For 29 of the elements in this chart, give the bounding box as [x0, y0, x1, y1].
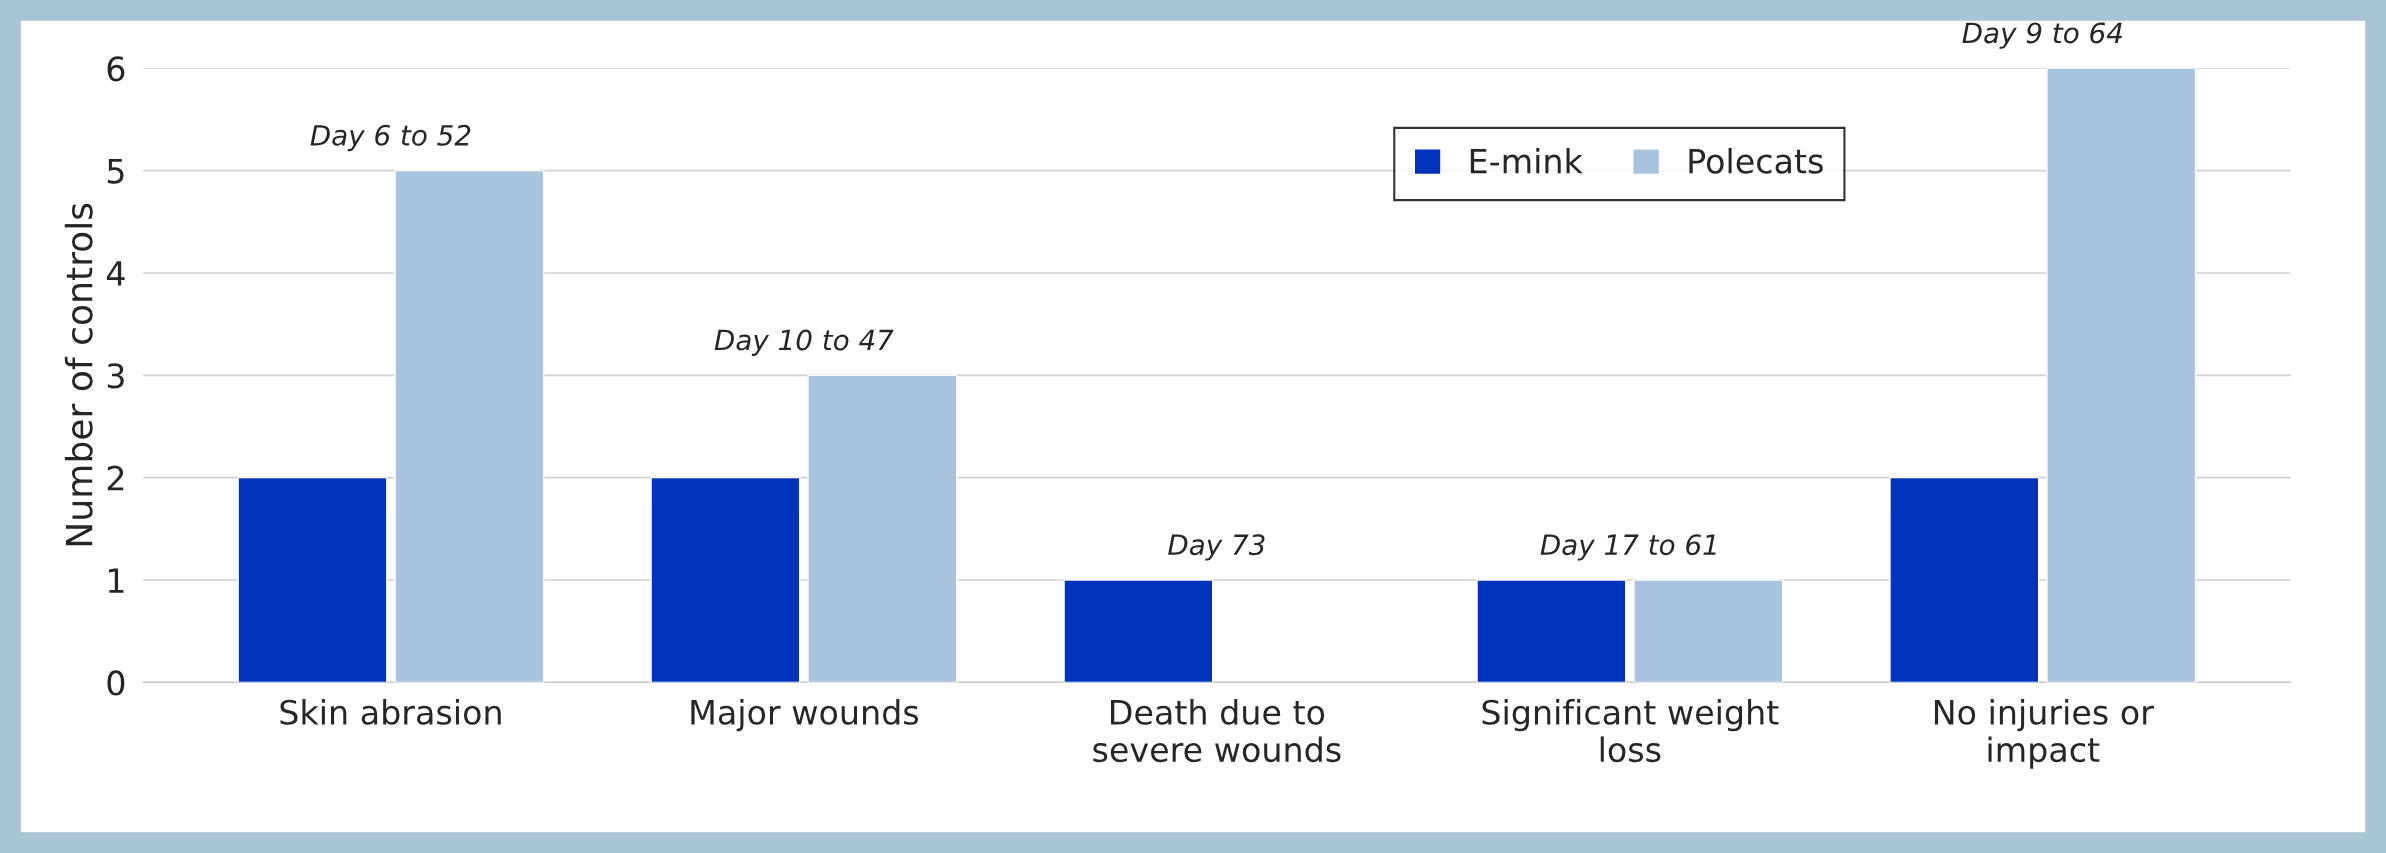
- bar: [1633, 579, 1784, 683]
- annotation: Day 6 to 52: [310, 124, 471, 152]
- annotation: Day 73: [1168, 534, 1265, 561]
- y-tick-label: 6: [107, 56, 125, 82]
- bar: [1889, 476, 2040, 683]
- annotation: Day 10 to 47: [714, 329, 894, 356]
- y-tick-label: 0: [107, 670, 125, 696]
- annotation: Day 9 to 64: [1962, 22, 2122, 49]
- y-tick-label: 3: [107, 363, 124, 389]
- bar: [807, 374, 958, 683]
- bar: [2046, 68, 2197, 683]
- bar: [650, 476, 801, 683]
- bar: [394, 169, 545, 683]
- bar: [1476, 579, 1627, 683]
- y-axis-title: Number of controls: [64, 203, 93, 546]
- x-tick-label: No injuries or impact: [1934, 699, 2154, 769]
- x-tick-label: Death due to severe wounds: [1093, 699, 1341, 763]
- y-tick-label: 2: [107, 465, 124, 491]
- legend-label: Polecats: [1689, 147, 1823, 174]
- annotation: Day 17 to 61: [1540, 534, 1716, 561]
- y-tick-label: 1: [108, 568, 124, 593]
- legend-label: E-mink: [1470, 147, 1583, 174]
- x-tick-label: Major wounds: [691, 699, 919, 732]
- x-tick-label: Skin abrasion: [280, 699, 501, 725]
- bar: [237, 476, 388, 683]
- y-tick-label: 4: [106, 261, 125, 286]
- x-tick-label: Significant weight loss: [1482, 699, 1779, 763]
- bar: [1063, 579, 1214, 683]
- y-tick-label: 5: [107, 158, 124, 184]
